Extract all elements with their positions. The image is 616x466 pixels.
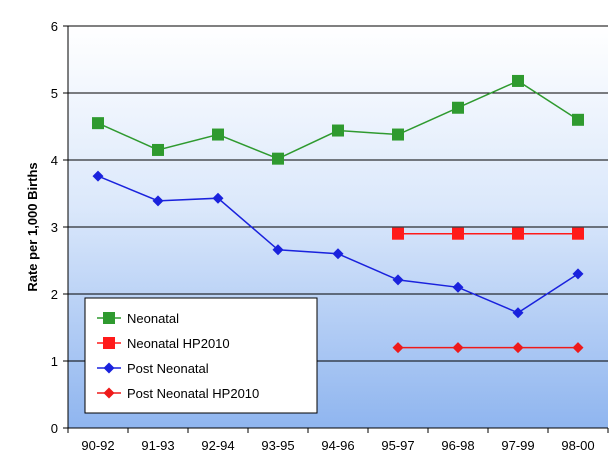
x-tick-label: 93-95 <box>261 438 294 453</box>
legend-label: Neonatal <box>127 311 179 326</box>
legend-item: Neonatal <box>97 311 179 326</box>
legend-item: Neonatal HP2010 <box>97 336 230 351</box>
data-point <box>452 101 464 114</box>
data-point <box>392 128 404 141</box>
data-point <box>512 74 524 87</box>
data-point <box>452 281 464 293</box>
data-point <box>572 342 584 354</box>
legend-marker <box>103 337 115 349</box>
legend-box <box>84 297 318 414</box>
legend-label: Post Neonatal HP2010 <box>127 386 259 401</box>
data-point <box>332 248 344 260</box>
y-tick-label: 5 <box>51 86 58 101</box>
series-0 <box>92 74 584 165</box>
x-tick-label: 98-00 <box>561 438 594 453</box>
data-point <box>212 192 224 204</box>
legend: Neonatal Neonatal HP2010 Post Neonatal Post… <box>84 297 318 414</box>
y-axis-title: Rate per 1,000 Births <box>25 162 40 291</box>
series-lines <box>92 74 584 354</box>
data-point <box>332 124 344 137</box>
y-tick-label: 0 <box>51 421 58 436</box>
data-point <box>572 268 584 280</box>
data-point <box>392 227 404 240</box>
legend-marker <box>103 362 115 374</box>
x-tick-label: 97-99 <box>501 438 534 453</box>
data-point <box>452 227 464 240</box>
legend-marker <box>103 312 115 324</box>
data-point <box>392 342 404 354</box>
data-point <box>92 117 104 130</box>
y-tick-label: 4 <box>51 153 58 168</box>
y-tick-label: 2 <box>51 287 58 302</box>
y-tick-label: 6 <box>51 19 58 34</box>
data-point <box>152 143 164 156</box>
series-1 <box>392 227 584 240</box>
axes: 0 1 2 3 4 5 6 90-92 91-93 92-94 93-95 94-96 95-97 96-… <box>51 19 609 453</box>
legend-marker <box>103 387 115 399</box>
legend-item: Post Neonatal <box>97 361 209 376</box>
data-point <box>152 195 164 207</box>
y-tick-label: 3 <box>51 220 58 235</box>
data-point <box>392 274 404 286</box>
data-point <box>92 170 104 182</box>
x-tick-label: 92-94 <box>201 438 234 453</box>
x-tick-label: 96-98 <box>441 438 474 453</box>
data-point <box>572 227 584 240</box>
data-point <box>512 307 524 319</box>
data-point <box>212 128 224 141</box>
series-2 <box>92 170 584 319</box>
data-point <box>272 244 284 256</box>
x-tick-label: 90-92 <box>81 438 114 453</box>
legend-label: Post Neonatal <box>127 361 209 376</box>
legend-label: Neonatal HP2010 <box>127 336 230 351</box>
data-point <box>512 227 524 240</box>
x-tick-label: 95-97 <box>381 438 414 453</box>
series-3 <box>392 342 584 354</box>
data-point <box>452 342 464 354</box>
y-tick-label: 1 <box>51 354 58 369</box>
legend-item: Post Neonatal HP2010 <box>97 386 259 401</box>
x-tick-label: 91-93 <box>141 438 174 453</box>
data-point <box>572 113 584 126</box>
data-point <box>272 152 284 165</box>
x-tick-label: 94-96 <box>321 438 354 453</box>
data-point <box>512 342 524 354</box>
